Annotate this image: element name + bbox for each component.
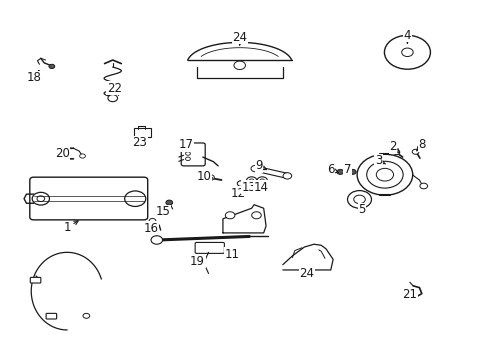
- Circle shape: [411, 149, 418, 154]
- FancyBboxPatch shape: [134, 128, 150, 137]
- Text: 18: 18: [26, 71, 41, 84]
- Circle shape: [419, 183, 427, 189]
- Circle shape: [124, 191, 145, 207]
- Text: 6: 6: [326, 163, 338, 176]
- Text: 11: 11: [224, 248, 240, 261]
- Circle shape: [49, 64, 55, 68]
- Circle shape: [237, 181, 244, 186]
- Circle shape: [259, 179, 264, 183]
- Circle shape: [250, 165, 259, 172]
- Circle shape: [165, 200, 172, 205]
- FancyBboxPatch shape: [195, 242, 224, 253]
- Circle shape: [256, 177, 267, 185]
- Text: 21: 21: [402, 288, 416, 301]
- Text: 2: 2: [388, 140, 399, 153]
- Circle shape: [32, 192, 49, 205]
- Circle shape: [392, 150, 399, 154]
- Circle shape: [353, 195, 365, 204]
- Text: 14: 14: [253, 181, 268, 194]
- Circle shape: [347, 190, 371, 208]
- Text: 8: 8: [416, 138, 425, 151]
- Polygon shape: [254, 166, 288, 178]
- Circle shape: [349, 170, 355, 174]
- Text: 22: 22: [106, 82, 122, 95]
- Polygon shape: [282, 244, 332, 270]
- Circle shape: [185, 152, 190, 155]
- Circle shape: [366, 161, 402, 188]
- Text: 13: 13: [242, 181, 256, 194]
- Circle shape: [80, 154, 85, 158]
- Circle shape: [37, 196, 44, 202]
- Circle shape: [246, 177, 256, 185]
- Text: 19: 19: [190, 255, 204, 267]
- Text: 16: 16: [143, 222, 158, 235]
- Circle shape: [251, 212, 261, 219]
- Circle shape: [401, 48, 412, 57]
- Circle shape: [336, 170, 343, 174]
- Circle shape: [225, 212, 234, 219]
- Text: 20: 20: [55, 147, 70, 160]
- Text: 24: 24: [232, 31, 247, 45]
- Text: 7: 7: [343, 163, 350, 176]
- Circle shape: [83, 313, 89, 318]
- Circle shape: [151, 236, 162, 244]
- Circle shape: [376, 168, 393, 181]
- FancyBboxPatch shape: [181, 143, 205, 166]
- Text: 9: 9: [255, 159, 266, 172]
- Text: 17: 17: [178, 138, 193, 151]
- Circle shape: [249, 179, 254, 183]
- Circle shape: [384, 35, 429, 69]
- Text: 1: 1: [63, 221, 78, 234]
- Circle shape: [233, 61, 245, 69]
- Circle shape: [108, 95, 117, 102]
- Circle shape: [356, 154, 412, 195]
- Circle shape: [283, 173, 291, 179]
- FancyBboxPatch shape: [30, 277, 41, 283]
- FancyBboxPatch shape: [46, 313, 57, 319]
- Text: 4: 4: [403, 29, 410, 43]
- Circle shape: [206, 175, 214, 180]
- Text: 3: 3: [374, 154, 385, 167]
- Text: 12: 12: [230, 187, 245, 200]
- Text: 15: 15: [155, 205, 170, 218]
- Circle shape: [149, 219, 156, 224]
- Text: 10: 10: [196, 170, 212, 183]
- Polygon shape: [223, 205, 265, 233]
- Text: 23: 23: [132, 136, 147, 149]
- Circle shape: [185, 157, 190, 161]
- Text: 24: 24: [299, 267, 314, 280]
- Text: 5: 5: [358, 203, 365, 216]
- FancyBboxPatch shape: [30, 177, 147, 220]
